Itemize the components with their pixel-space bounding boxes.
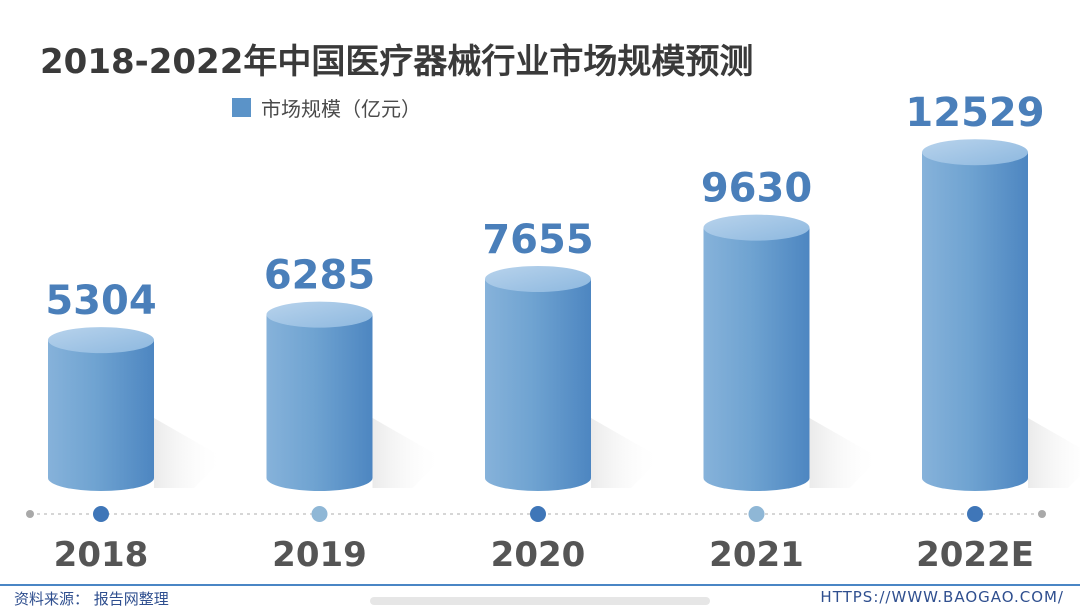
footer-divider xyxy=(0,584,1080,586)
axis-dot-2022E xyxy=(967,506,983,522)
data-label-2019: 6285 xyxy=(264,253,375,299)
source-note: 资料来源： 报告网整理 xyxy=(14,590,169,608)
data-label-2020: 7655 xyxy=(482,217,593,263)
tick-label-2018: 2018 xyxy=(54,535,149,575)
bar-shadow xyxy=(591,418,661,488)
bar-2021 xyxy=(703,227,810,492)
bar-shadow xyxy=(1028,418,1080,488)
legend-label: 市场规模（亿元） xyxy=(261,97,421,121)
bar-top-2022E xyxy=(922,139,1028,166)
data-label-2022E: 12529 xyxy=(905,90,1044,136)
legend: 市场规模（亿元） xyxy=(232,93,421,122)
bar-top-2019 xyxy=(266,301,373,328)
axis-dot-2018 xyxy=(93,506,109,522)
horizontal-scrollbar[interactable] xyxy=(370,597,710,605)
tick-label-2022E: 2022E xyxy=(916,535,1034,575)
bar-shadow xyxy=(372,418,443,488)
bar-2019 xyxy=(266,314,373,492)
axis-end-dot xyxy=(26,510,34,518)
tick-label-2021: 2021 xyxy=(709,535,804,575)
tick-label-2020: 2020 xyxy=(491,535,586,575)
data-label-2021: 9630 xyxy=(701,166,812,212)
legend-swatch xyxy=(232,98,251,117)
axis-dot-2019 xyxy=(311,506,328,522)
website-link[interactable]: HTTPS://WWW.BAOGAO.COM/ xyxy=(820,588,1064,606)
tick-label-2019: 2019 xyxy=(272,535,367,575)
bar-2022E xyxy=(922,152,1028,491)
chart-title: 2018-2022年中国医疗器械行业市场规模预测 xyxy=(40,42,754,82)
axis-end-dot xyxy=(1038,510,1046,518)
axis-dot-2020 xyxy=(530,506,546,522)
bar-shadow xyxy=(154,418,224,488)
axis-dot-2021 xyxy=(748,506,765,522)
bar-2018 xyxy=(48,340,154,491)
bar-top-2018 xyxy=(48,327,154,354)
bar-2020 xyxy=(485,278,591,491)
bar-top-2021 xyxy=(703,214,810,241)
data-label-2018: 5304 xyxy=(45,278,156,324)
bar-shadow xyxy=(809,418,880,488)
bar-top-2020 xyxy=(485,265,591,292)
